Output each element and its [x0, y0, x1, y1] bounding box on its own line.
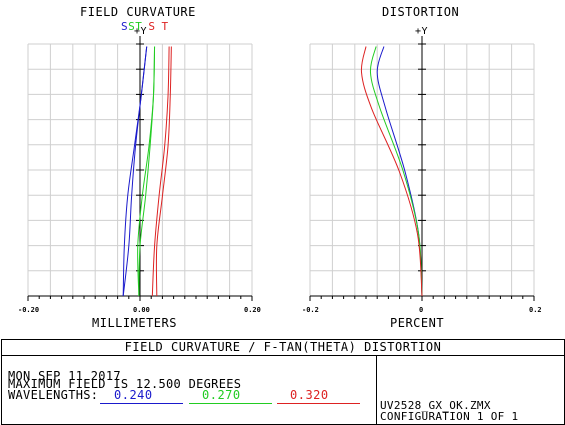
legend-s-green: S [128, 20, 136, 33]
field-curvature-grid [27, 36, 253, 301]
distortion-x-label: PERCENT [390, 316, 445, 330]
info-wavelengths-label: WAVELENGTHS: [8, 388, 99, 402]
info-max-field: MAXIMUM FIELD IS 12.500 DEGREES [8, 377, 242, 391]
fc-curve-0-270-T [137, 46, 156, 297]
di-curve-0-320 [360, 46, 423, 297]
field-curvature-x-label: MILLIMETERS [92, 316, 177, 330]
fc-curve-0-320-S [151, 46, 170, 297]
fc-xtick-right: 0.20 [244, 306, 261, 314]
distortion-curves [360, 46, 423, 297]
fc-curve-0-270-S [138, 46, 156, 297]
distortion-title: DISTORTION [382, 5, 460, 19]
field-curvature-legend: SST S T [121, 20, 169, 33]
info-configuration: CONFIGURATION 1 OF 1 [380, 410, 519, 423]
fc-xtick-mid: 0.00 [133, 306, 150, 314]
wavelength-2-underline [189, 403, 272, 404]
legend-s-blue: S [121, 20, 129, 33]
fc-curve-0-240-T [122, 46, 148, 297]
legend-s-red: S [148, 20, 156, 33]
wavelength-3: 0.320 [290, 388, 329, 402]
di-xtick-left: -0.2 [302, 306, 319, 314]
fc-xtick-left: -0.20 [18, 306, 40, 314]
plot-area [27, 36, 535, 301]
info-date: MON SEP 11 2017 [8, 369, 121, 383]
wavelength-2: 0.270 [202, 388, 241, 402]
info-box: FIELD CURVATURE / F-TAN(THETA) DISTORTIO… [1, 339, 565, 425]
info-banner: FIELD CURVATURE / F-TAN(THETA) DISTORTIO… [2, 340, 564, 356]
field-curvature-title: FIELD CURVATURE [80, 5, 196, 19]
legend-t-green: T [135, 20, 143, 33]
di-xtick-right: 0.2 [529, 306, 542, 314]
legend-t-red: T [161, 20, 169, 33]
field-curvature-curves [122, 46, 172, 297]
wavelength-1-underline [100, 403, 183, 404]
info-divider [376, 356, 377, 424]
info-file: UV2528_GX_OK.ZMX [380, 399, 491, 412]
di-xtick-mid: 0 [419, 306, 424, 314]
distortion-grid [309, 36, 535, 301]
wavelength-1: 0.240 [114, 388, 153, 402]
wavelength-3-underline [277, 403, 360, 404]
field-curvature-y-label: +Y [134, 26, 148, 37]
fc-curve-0-240-S [122, 46, 148, 297]
distortion-y-label: +Y [415, 26, 429, 37]
di-curve-0-270 [369, 46, 423, 297]
fc-curve-0-320-T [155, 46, 172, 297]
